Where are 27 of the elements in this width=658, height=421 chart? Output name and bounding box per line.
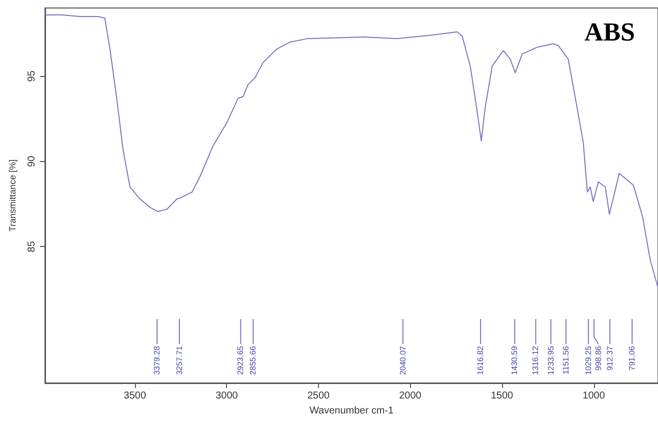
chart-title: ABS <box>584 18 635 46</box>
ref-line-label: 2855.66 <box>248 345 258 375</box>
y-tick-label: 95 <box>26 70 38 82</box>
x-tick-label: 2500 <box>307 390 330 402</box>
ref-line-label: 1151.56 <box>561 345 570 374</box>
ref-line-label: 1316.12 <box>531 345 540 375</box>
x-tick-label: 1500 <box>490 390 514 402</box>
y-tick-label: 85 <box>26 240 38 252</box>
ref-line-label: 3379.28 <box>152 345 162 375</box>
ref-line-label: 1029.25 <box>584 345 593 375</box>
y-tick-label: 90 <box>26 155 38 167</box>
ref-line-label: 791.06 <box>628 345 637 370</box>
ref-line-label: 998.86 <box>594 345 603 370</box>
ref-line-label: 3257.71 <box>174 345 184 375</box>
line-series <box>44 14 658 288</box>
x-tick-label: 3500 <box>124 390 146 402</box>
x-tick-label: 2000 <box>399 390 422 402</box>
x-tick-label: 3000 <box>216 390 238 402</box>
ref-line-label: 2040.07 <box>398 345 408 375</box>
ref-line-label: 912.37 <box>605 345 614 370</box>
ref-line-label: 1430.59 <box>510 345 520 375</box>
ref-line-label: 1616.82 <box>476 345 486 375</box>
x-axis-title: Wavenumber cm-1 <box>309 406 394 416</box>
y-axis-title: Transmittance [%] <box>8 159 18 232</box>
ref-line-label: 2923.65 <box>236 345 246 375</box>
ref-line-label: 1233.95 <box>546 345 556 375</box>
x-tick-label: 1000 <box>582 390 606 402</box>
